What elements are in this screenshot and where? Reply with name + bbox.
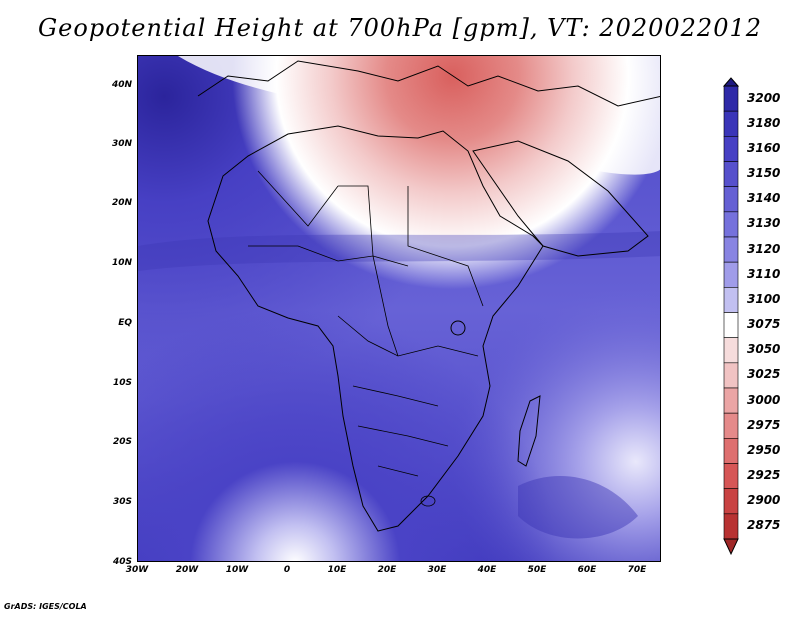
lat-label-40s: 40S (112, 557, 132, 567)
colorbar-label: 3100 (747, 291, 781, 306)
map-panel (137, 55, 661, 562)
colorbar-label: 3140 (747, 191, 781, 206)
colorbar-label: 3110 (747, 266, 781, 281)
colorbar-swatch (723, 261, 739, 288)
colorbar-swatch (723, 438, 739, 464)
lon-label-40e: 40E (477, 565, 497, 575)
colorbar-swatch (723, 186, 739, 213)
grads-credit: GrADS: IGES/COLA (4, 602, 87, 611)
colorbar-label: 3130 (747, 216, 781, 231)
lon-label-10w: 10W (225, 565, 249, 575)
lat-label-40n: 40N (111, 80, 132, 90)
colorbar-label: 3120 (747, 241, 781, 256)
lon-label-60e: 60E (577, 565, 597, 575)
lon-label-10e: 10E (327, 565, 347, 575)
colorbar-swatches (723, 85, 739, 540)
lon-label-20w: 20W (175, 565, 199, 575)
lon-label-70e: 70E (627, 565, 647, 575)
colorbar-swatch (723, 513, 739, 540)
colorbar-top-arrow (722, 77, 740, 87)
lat-label-20s: 20S (112, 437, 132, 447)
colorbar-swatch (723, 362, 739, 389)
colorbar-swatch (723, 85, 739, 112)
colorbar-label: 3200 (747, 90, 781, 105)
colorbar-label: 2950 (747, 442, 781, 457)
colorbar-label: 3000 (747, 392, 781, 407)
colorbar-label: 2875 (747, 518, 781, 533)
colorbar-label: 3050 (747, 342, 781, 357)
arabia-outline (472, 140, 649, 257)
europe-coastline (197, 60, 660, 107)
lat-label-30n: 30N (111, 139, 132, 149)
africa-coastline (207, 125, 544, 532)
colorbar-label: 3160 (747, 140, 781, 155)
colorbar-label: 2925 (747, 468, 781, 483)
colorbar-swatch (723, 211, 739, 238)
lat-label-10n: 10N (111, 258, 132, 268)
colorbar-bottom-arrow (723, 538, 739, 556)
colorbar-label: 2975 (747, 417, 781, 432)
lat-label-eq: EQ (118, 318, 132, 328)
lon-label-30w: 30W (125, 565, 149, 575)
colorbar-label: 3025 (747, 367, 781, 382)
map-title: Geopotential Height at 700hPa [gpm], VT:… (38, 14, 762, 42)
colorbar-swatch (723, 287, 739, 313)
colorbar-swatch (723, 488, 739, 515)
colorbar-label: 3180 (747, 115, 781, 130)
country-borders (248, 170, 484, 477)
colorbar-swatch (723, 236, 739, 263)
lat-label-20n: 20N (111, 198, 132, 208)
lat-label-30s: 30S (112, 497, 132, 507)
colorbar-swatch (723, 110, 739, 137)
lon-label-20e: 20E (377, 565, 397, 575)
lake-victoria (450, 320, 466, 336)
lon-label-50e: 50E (527, 565, 547, 575)
colorbar-swatch (723, 312, 739, 338)
colorbar-swatch (723, 136, 739, 162)
colorbar-swatch (723, 161, 739, 187)
lon-label-0: 0 (283, 565, 291, 575)
colorbar-swatch (723, 463, 739, 489)
colorbar-label: 3150 (747, 166, 781, 181)
lon-label-30e: 30E (427, 565, 447, 575)
colorbar-label: 3075 (747, 317, 781, 332)
geopotential-height-field (138, 56, 660, 561)
colorbar-label: 2900 (747, 493, 781, 508)
lat-label-10s: 10S (112, 378, 132, 388)
colorbar-swatch (723, 412, 739, 439)
colorbar-swatch (723, 387, 739, 414)
colorbar-swatch (723, 337, 739, 364)
madagascar-outline (517, 395, 541, 467)
